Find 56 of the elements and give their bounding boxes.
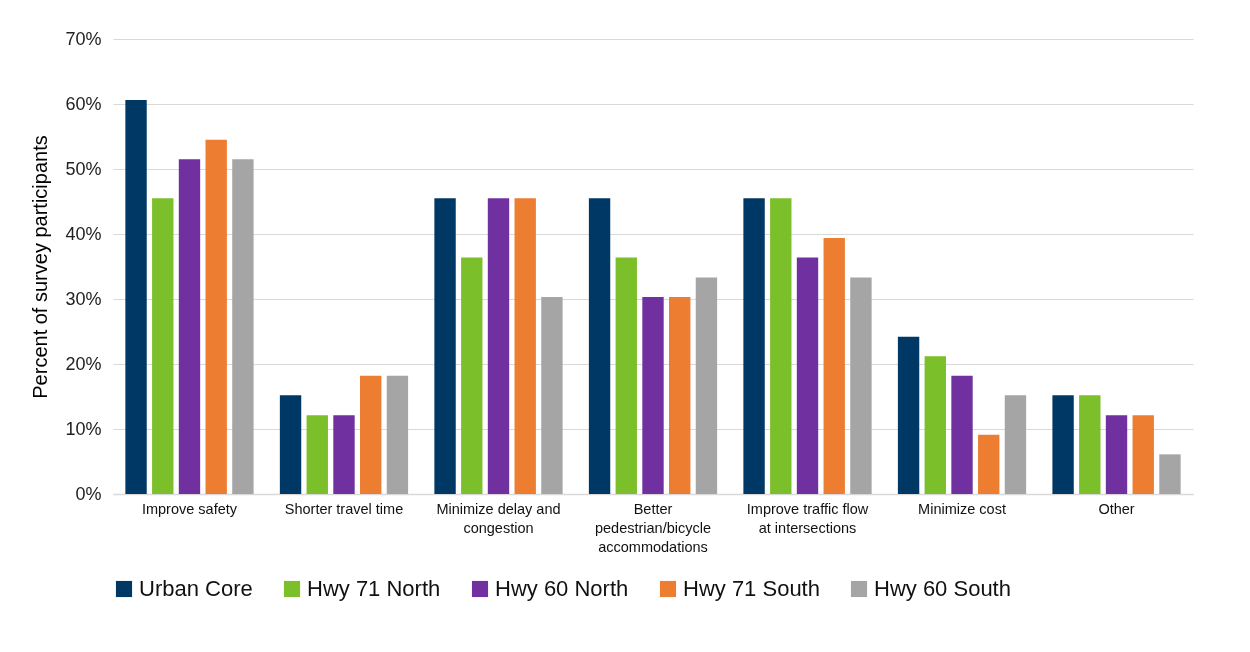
bar [695, 277, 718, 494]
y-tick-label: 40% [65, 223, 102, 244]
bar [205, 139, 227, 494]
x-tick-label: Minimize cost [918, 500, 1006, 517]
bar [669, 297, 691, 494]
y-tick-label: 10% [65, 418, 102, 439]
bar [588, 198, 611, 494]
bar [897, 336, 920, 494]
bar [770, 198, 792, 494]
bar [333, 415, 355, 494]
bar [850, 277, 872, 494]
bar [642, 297, 664, 494]
legend-label: Hwy 71 South [683, 576, 820, 601]
y-tick-label: 0% [75, 483, 102, 504]
y-tick-label: 30% [65, 288, 102, 309]
bar [178, 159, 201, 494]
legend-label: Urban Core [139, 576, 253, 601]
x-tick-label: Better pedestrian/bicycle accommodations [594, 500, 712, 555]
bar [924, 356, 946, 494]
bar [1052, 395, 1074, 494]
bar [1132, 415, 1154, 494]
bar [386, 375, 409, 494]
legend-label: Hwy 60 North [495, 576, 629, 601]
bar [1079, 395, 1101, 494]
x-tick-label: Minimize delay and congestion [436, 500, 561, 536]
bar [1105, 415, 1128, 494]
legend-label: Hwy 60 South [874, 576, 1011, 601]
bar [743, 198, 765, 494]
bar [306, 415, 328, 494]
x-tick-label: Shorter travel time [284, 500, 404, 517]
bar [125, 100, 147, 494]
y-axis-title: Percent of survey participants [29, 135, 52, 399]
y-tick-label: 50% [65, 158, 102, 179]
bar [951, 375, 973, 494]
bar [1004, 395, 1027, 494]
bar [360, 375, 382, 494]
x-tick-label: Other [1098, 500, 1135, 517]
bar [541, 297, 563, 494]
bar [978, 434, 1000, 494]
bar [152, 198, 174, 494]
bar [796, 257, 819, 494]
bar [1159, 454, 1181, 494]
legend-label: Hwy 71 North [307, 576, 441, 601]
x-tick-label: Improve safety [141, 500, 238, 517]
bar [823, 237, 845, 494]
y-tick-label: 20% [65, 353, 102, 374]
bar [279, 395, 302, 494]
bar [487, 198, 510, 494]
bar [461, 257, 483, 494]
y-tick-label: 60% [65, 93, 102, 114]
y-tick-label: 70% [65, 28, 102, 49]
bar [615, 257, 637, 494]
bar [232, 159, 254, 494]
bar [514, 198, 536, 494]
bar [434, 198, 456, 494]
x-tick-label: Improve traffic flow at intersections [746, 500, 869, 536]
